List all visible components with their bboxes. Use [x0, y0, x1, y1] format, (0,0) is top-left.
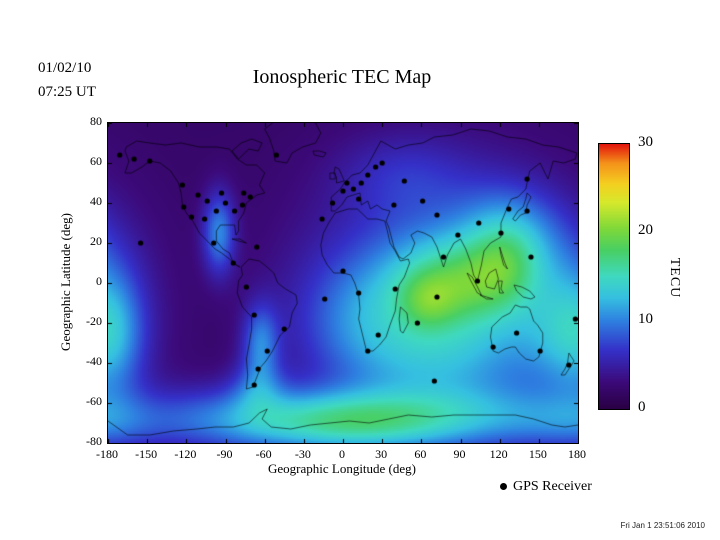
- x-axis-label: Geographic Longitude (deg): [267, 461, 416, 476]
- x-tick-label: 180: [568, 447, 586, 461]
- legend: GPS Receiver: [500, 479, 592, 495]
- colorbar: [598, 143, 630, 410]
- x-tick-label: 60: [414, 447, 427, 461]
- render-timestamp: Fri Jan 1 23:51:06 2010: [620, 521, 705, 530]
- y-tick-label: 60: [90, 154, 102, 168]
- tec-map-canvas: [107, 122, 579, 444]
- chart-title: Ionospheric TEC Map: [252, 66, 432, 88]
- x-tick-label: -120: [174, 447, 197, 461]
- x-tick-label: 30: [375, 447, 388, 461]
- time-label: 07:25 UT: [38, 84, 96, 100]
- y-tick-label: -60: [86, 394, 102, 408]
- x-tick-label: -60: [255, 447, 272, 461]
- colorbar-unit-label: TECU: [667, 257, 682, 299]
- y-tick-label: 0: [96, 274, 102, 288]
- y-tick-label: 40: [90, 194, 102, 208]
- y-tick-label: -80: [86, 434, 102, 448]
- colorbar-tick-label: 0: [638, 399, 646, 415]
- colorbar-tick-label: 30: [638, 134, 653, 150]
- date-label: 01/02/10: [38, 60, 92, 76]
- x-tick-label: 150: [528, 447, 547, 461]
- x-tick-label: -90: [216, 447, 233, 461]
- y-tick-label: 20: [90, 234, 102, 248]
- y-tick-label: -40: [86, 354, 102, 368]
- x-tick-label: 0: [339, 447, 345, 461]
- y-tick-label: 80: [90, 114, 102, 128]
- x-tick-label: 90: [453, 447, 466, 461]
- y-tick-label: -20: [86, 314, 102, 328]
- y-axis-label: Geographic Latitude (deg): [58, 213, 73, 351]
- colorbar-tick-label: 20: [638, 222, 653, 239]
- legend-label: GPS Receiver: [513, 479, 592, 494]
- x-tick-label: -180: [96, 447, 118, 461]
- x-tick-label: -30: [294, 447, 311, 461]
- colorbar-tick-label: 10: [638, 310, 653, 327]
- x-tick-label: -150: [135, 447, 158, 461]
- gps-receiver-marker-icon: [500, 483, 507, 491]
- x-tick-label: 120: [489, 447, 508, 461]
